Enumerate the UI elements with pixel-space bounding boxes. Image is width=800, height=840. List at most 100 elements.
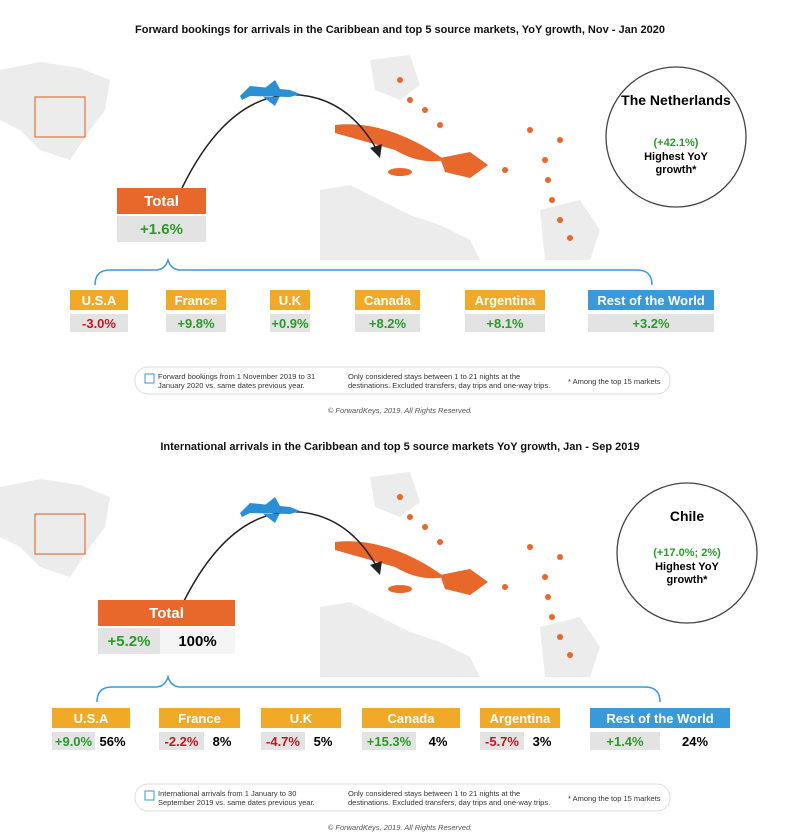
market-name: France [166,290,226,310]
region-box [34,96,86,138]
market-share: 5% [313,733,333,749]
market-share: 24% [681,733,709,749]
market-share: 4% [428,733,448,749]
world-map [0,62,110,160]
island [407,514,413,520]
market-name: Canada [362,708,460,728]
region-box [34,513,86,555]
island [557,217,563,223]
calendar-icon [144,373,155,384]
highlight-circle [605,66,747,208]
market-growth: +9.8% [166,314,226,332]
plane [240,80,300,106]
market-growth: +8.2% [355,314,420,332]
total-share: 100% [160,628,235,654]
landmass [540,200,600,260]
total-label: Total [117,188,206,214]
title: International arrivals in the Caribbean … [160,441,640,453]
arrow-head [370,561,382,575]
island [542,574,548,580]
highlight-country: Chile [669,508,705,524]
island [437,122,443,128]
calendar-icon [144,790,155,801]
island [502,167,508,173]
market-growth: +15.3% [362,732,416,750]
landmass [320,185,480,260]
market-name: U.K [270,290,310,310]
landmass [540,617,600,677]
island [549,197,555,203]
map [0,55,747,395]
plane [240,497,300,523]
market-name: Argentina [465,290,545,310]
island [527,127,533,133]
highlight-growth: (+42.1%) [653,137,699,149]
note: International arrivals from 1 January to… [158,789,315,807]
brace [94,257,653,286]
world-map [0,479,110,577]
title: Forward bookings for arrivals in the Car… [135,24,665,36]
island [502,584,508,590]
market-share: 56% [99,733,126,749]
highlight-circle [616,482,758,624]
island [567,652,573,658]
total-growth: +1.6% [117,216,206,242]
island [545,177,551,183]
market-growth: -5.7% [480,732,524,750]
notes-frame [134,366,671,395]
landmass [370,55,420,100]
island [557,634,563,640]
arrow [181,511,379,606]
map [0,472,758,812]
landmass [370,472,420,517]
arrow [181,94,379,189]
copyright: © ForwardKeys, 2019. All Rights Reserved… [327,823,473,832]
island [437,539,443,545]
market-name: U.S.A [52,708,130,728]
copyright: © ForwardKeys, 2019. All Rights Reserved… [327,406,473,415]
note: Forward bookings from 1 November 2019 to… [158,372,316,390]
note: * Among the top 15 markets [568,377,661,386]
market-growth: +9.0% [52,732,95,750]
brace [96,674,661,703]
note: Only considered stays between 1 to 21 ni… [348,789,551,807]
market-growth: +0.9% [270,314,310,332]
market-growth: -4.7% [261,732,305,750]
island [388,585,412,593]
island [335,541,445,579]
island [557,137,563,143]
market-growth: -3.0% [70,314,128,332]
notes-frame [134,783,671,812]
total-label: Total [98,600,235,626]
total-growth: +5.2% [98,628,160,654]
market-growth: +1.4% [590,732,660,750]
island [542,157,548,163]
island [549,614,555,620]
island [545,594,551,600]
arrow-head [370,144,382,158]
island [567,235,573,241]
highlight-country: The Netherlands [621,92,731,108]
island [527,544,533,550]
market-growth: -2.2% [159,732,204,750]
landmass [320,602,480,677]
island [397,494,403,500]
island [397,77,403,83]
market-name: France [159,708,240,728]
island [422,524,428,530]
island [335,124,445,162]
island [557,554,563,560]
island [422,107,428,113]
highlight-caption: Highest YoY growth* [644,151,708,176]
highlight-caption: Highest YoY growth* [655,561,719,586]
market-name: Rest of the World [588,290,714,310]
market-name: Argentina [480,708,560,728]
market-share: 3% [532,733,552,749]
highlight-growth: (+17.0%; 2%) [653,547,721,559]
island [407,97,413,103]
market-name: U.K [261,708,341,728]
market-name: Canada [355,290,420,310]
market-name: U.S.A [70,290,128,310]
market-growth: +3.2% [588,314,714,332]
